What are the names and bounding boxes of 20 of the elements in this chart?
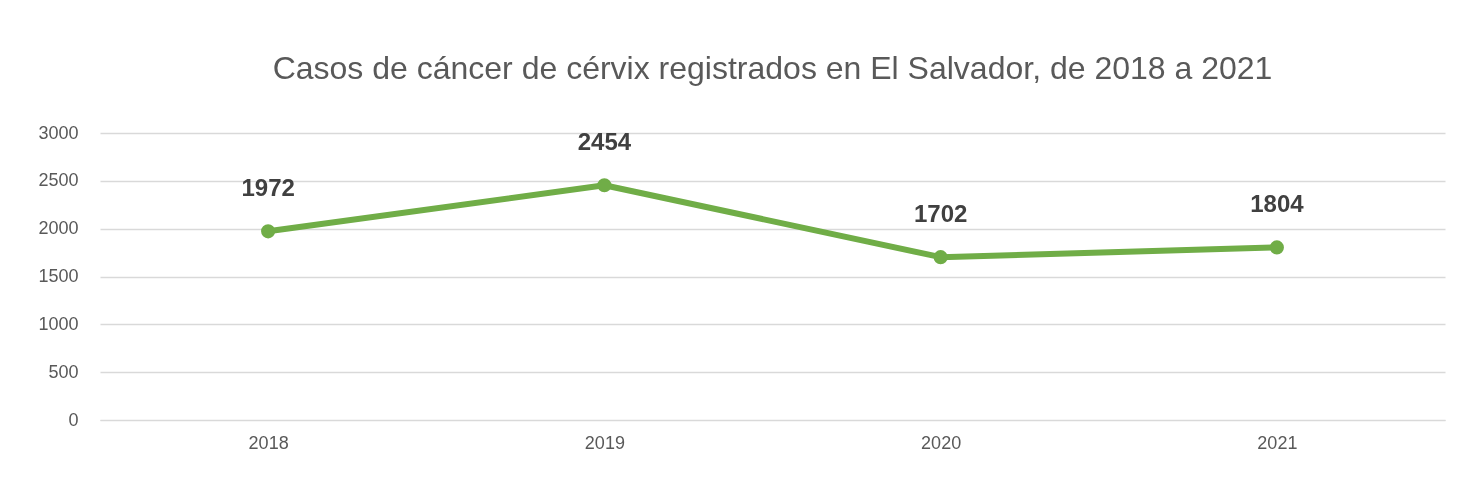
point: [597, 178, 612, 193]
data-label: 1804: [1250, 190, 1305, 218]
y-tick-label: 1500: [38, 266, 79, 286]
point: [933, 250, 948, 265]
chart-title: Casos de cáncer de cérvix registrados en El Salvador, de 2018 a 2021: [272, 50, 1273, 86]
point: [261, 224, 276, 239]
x-tick-label: 2018: [248, 432, 289, 453]
x-tick-label: 2021: [1257, 432, 1298, 453]
y-tick-label: 2500: [38, 170, 79, 191]
y-tick-label: 3000: [38, 122, 79, 143]
x-tick-label: 2020: [921, 432, 962, 453]
y-tick-label: 2000: [38, 218, 79, 239]
data-label: 1702: [913, 200, 968, 228]
y-tick-label: 0: [68, 409, 79, 430]
data-label: 1972: [241, 174, 295, 202]
data-label: 2454: [577, 128, 632, 156]
x-tick-label: 2019: [584, 432, 625, 453]
y-tick-label: 1000: [38, 313, 79, 334]
y-tick-label: 500: [48, 361, 79, 382]
point: [1269, 240, 1284, 255]
